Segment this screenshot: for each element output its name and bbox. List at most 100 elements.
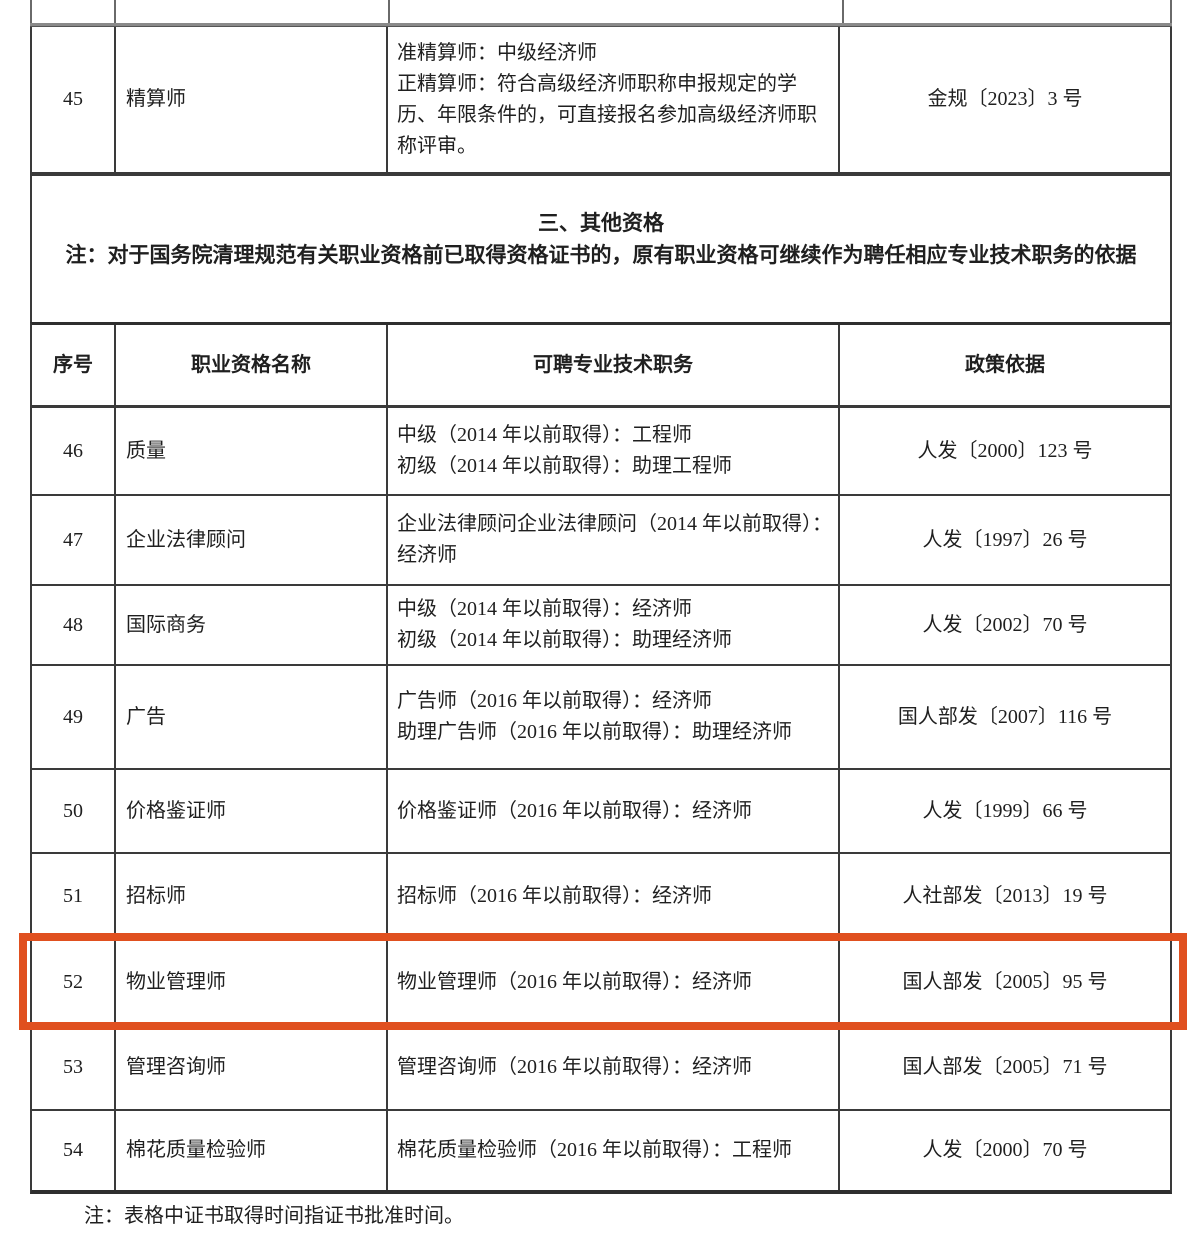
- cell-policy: 人发〔2000〕123 号: [838, 408, 1170, 494]
- table-row: 48 国际商务 中级（2014 年以前取得）：经济师 初级（2014 年以前取得…: [32, 584, 1170, 664]
- qualification-name: 质量: [126, 439, 166, 462]
- position-line: 初级（2014 年以前取得）：助理经济师: [397, 629, 732, 651]
- cell-positions: 中级（2014 年以前取得）：工程师 初级（2014 年以前取得）：助理工程师: [386, 408, 838, 494]
- row-number: 52: [63, 970, 83, 993]
- qualification-table: 序号 职业资格名称 可聘专业技术职务 政策依据 46 质量 中级（2014 年以…: [19, 322, 1187, 1194]
- position-line: 棉花质量检验师（2016 年以前取得）：工程师: [397, 1139, 792, 1161]
- cell-qualification-name: 招标师: [114, 854, 386, 938]
- cell-policy: 国人部发〔2005〕95 号: [838, 940, 1170, 1024]
- cell-policy: 人发〔2000〕70 号: [838, 1111, 1170, 1190]
- policy-reference: 人发〔2000〕123 号: [917, 439, 1093, 462]
- table-row: 54 棉花质量检验师 棉花质量检验师（2016 年以前取得）：工程师 人发〔20…: [32, 1109, 1170, 1190]
- qualification-name: 企业法律顾问: [126, 528, 246, 551]
- table-row: 50 价格鉴证师 价格鉴证师（2016 年以前取得）：经济师 人发〔1999〕6…: [32, 768, 1170, 852]
- cell-no: 45: [32, 27, 114, 172]
- cell-policy: 人发〔2002〕70 号: [838, 586, 1170, 664]
- column-line-stub: [114, 0, 116, 23]
- column-line-stub: [1170, 0, 1172, 23]
- position-line: 正精算师：符合高级经济师职称申报规定的学历、年限条件的，可直接报名参加高级经济师…: [397, 72, 817, 157]
- column-line-stub: [842, 0, 844, 23]
- cell-positions: 招标师（2016 年以前取得）：经济师: [386, 854, 838, 938]
- column-line-stub: [30, 0, 32, 23]
- position-line: 准精算师：中级经济师: [397, 41, 597, 64]
- qualification-name: 棉花质量检验师: [126, 1139, 266, 1161]
- cell-no: 47: [32, 496, 114, 584]
- row-number: 47: [63, 528, 83, 551]
- cell-qualification-name: 国际商务: [114, 586, 386, 664]
- table-header-row: 序号 职业资格名称 可聘专业技术职务 政策依据: [32, 325, 1170, 406]
- position-line: 企业法律顾问企业法律顾问（2014 年以前取得）：经济师: [397, 513, 832, 566]
- section-title: 三、其他资格: [538, 212, 664, 235]
- cell-no: 46: [32, 408, 114, 494]
- cell-no: 54: [32, 1111, 114, 1190]
- cell-no: 52: [32, 940, 114, 1024]
- cell-no: 51: [32, 854, 114, 938]
- table-row: 53 管理咨询师 管理咨询师（2016 年以前取得）：经济师 国人部发〔2005…: [32, 1024, 1170, 1109]
- cell-no: 53: [32, 1026, 114, 1109]
- cell-qualification-name: 质量: [114, 408, 386, 494]
- table-row: 45 精算师 准精算师：中级经济师 正精算师：符合高级经济师职称申报规定的学历、…: [32, 27, 1170, 172]
- qualification-name: 广告: [126, 705, 166, 728]
- footer-note: 注：表格中证书取得时间指证书批准时间。: [84, 1205, 464, 1227]
- row-number: 45: [63, 88, 83, 110]
- cell-positions: 企业法律顾问企业法律顾问（2014 年以前取得）：经济师: [386, 496, 838, 584]
- cell-qualification-name: 广告: [114, 666, 386, 768]
- cell-positions: 棉花质量检验师（2016 年以前取得）：工程师: [386, 1111, 838, 1190]
- cell-positions: 管理咨询师（2016 年以前取得）：经济师: [386, 1026, 838, 1109]
- cell-positions: 价格鉴证师（2016 年以前取得）：经济师: [386, 770, 838, 852]
- position-line: 中级（2014 年以前取得）：工程师: [397, 424, 692, 446]
- policy-reference: 人发〔2002〕70 号: [922, 613, 1088, 636]
- header-positions: 可聘专业技术职务: [386, 325, 838, 405]
- qualification-name: 精算师: [126, 88, 186, 110]
- table-row: 47 企业法律顾问 企业法律顾问企业法律顾问（2014 年以前取得）：经济师 人…: [32, 494, 1170, 584]
- row-number: 48: [63, 613, 83, 636]
- page-break-divider: [30, 23, 1172, 27]
- cell-no: 49: [32, 666, 114, 768]
- cell-no: 50: [32, 770, 114, 852]
- cell-qualification-name: 精算师: [114, 27, 386, 172]
- policy-reference: 人社部发〔2013〕19 号: [902, 884, 1108, 907]
- section-banner: 三、其他资格 注：对于国务院清理规范有关职业资格前已取得资格证书的，原有职业资格…: [30, 174, 1172, 322]
- cell-policy: 金规〔2023〕3 号: [838, 27, 1170, 172]
- cell-qualification-name: 棉花质量检验师: [114, 1111, 386, 1190]
- cell-policy: 人发〔1997〕26 号: [838, 496, 1170, 584]
- position-line: 招标师（2016 年以前取得）：经济师: [397, 884, 712, 907]
- cell-positions: 准精算师：中级经济师 正精算师：符合高级经济师职称申报规定的学历、年限条件的，可…: [386, 27, 838, 172]
- row-number: 46: [63, 439, 83, 462]
- table-row: 51 招标师 招标师（2016 年以前取得）：经济师 人社部发〔2013〕19 …: [32, 852, 1170, 938]
- document-page: 45 精算师 准精算师：中级经济师 正精算师：符合高级经济师职称申报规定的学历、…: [19, 0, 1187, 1230]
- table-row: 46 质量 中级（2014 年以前取得）：工程师 初级（2014 年以前取得）：…: [32, 406, 1170, 494]
- column-line-stub: [388, 0, 390, 23]
- policy-reference: 国人部发〔2005〕95 号: [902, 970, 1108, 993]
- position-line: 助理广告师（2016 年以前取得）：助理经济师: [397, 721, 792, 743]
- policy-reference: 金规〔2023〕3 号: [927, 88, 1083, 110]
- row-number: 50: [63, 799, 83, 822]
- cell-positions: 广告师（2016 年以前取得）：经济师 助理广告师（2016 年以前取得）：助理…: [386, 666, 838, 768]
- table-row-highlighted: 52 物业管理师 物业管理师（2016 年以前取得）：经济师 国人部发〔2005…: [19, 933, 1187, 1030]
- qualification-name: 管理咨询师: [126, 1056, 226, 1078]
- position-line: 管理咨询师（2016 年以前取得）：经济师: [397, 1056, 752, 1078]
- cell-policy: 国人部发〔2007〕116 号: [838, 666, 1170, 768]
- section-note: 注：对于国务院清理规范有关职业资格前已取得资格证书的，原有职业资格可继续作为聘任…: [65, 244, 1137, 267]
- table-cutoff-sliver: [30, 0, 1172, 23]
- qualification-table-continuation: 45 精算师 准精算师：中级经济师 正精算师：符合高级经济师职称申报规定的学历、…: [30, 27, 1172, 174]
- cell-positions: 物业管理师（2016 年以前取得）：经济师: [386, 940, 838, 1024]
- qualification-name: 价格鉴证师: [126, 799, 226, 822]
- qualification-name: 国际商务: [126, 613, 206, 636]
- policy-reference: 人发〔1997〕26 号: [922, 528, 1088, 551]
- cell-qualification-name: 管理咨询师: [114, 1026, 386, 1109]
- header-no: 序号: [53, 353, 93, 376]
- policy-reference: 人发〔1999〕66 号: [922, 799, 1088, 822]
- cell-qualification-name: 企业法律顾问: [114, 496, 386, 584]
- position-line: 物业管理师（2016 年以前取得）：经济师: [397, 970, 752, 993]
- position-line: 中级（2014 年以前取得）：经济师: [397, 598, 692, 620]
- row-number: 51: [63, 884, 83, 907]
- cell-qualification-name: 物业管理师: [114, 940, 386, 1024]
- cell-no: 48: [32, 586, 114, 664]
- cell-policy: 人发〔1999〕66 号: [838, 770, 1170, 852]
- cell-policy: 国人部发〔2005〕71 号: [838, 1026, 1170, 1109]
- position-line: 广告师（2016 年以前取得）：经济师: [397, 690, 712, 712]
- policy-reference: 人发〔2000〕70 号: [922, 1139, 1088, 1161]
- row-number: 54: [63, 1139, 83, 1161]
- cell-qualification-name: 价格鉴证师: [114, 770, 386, 852]
